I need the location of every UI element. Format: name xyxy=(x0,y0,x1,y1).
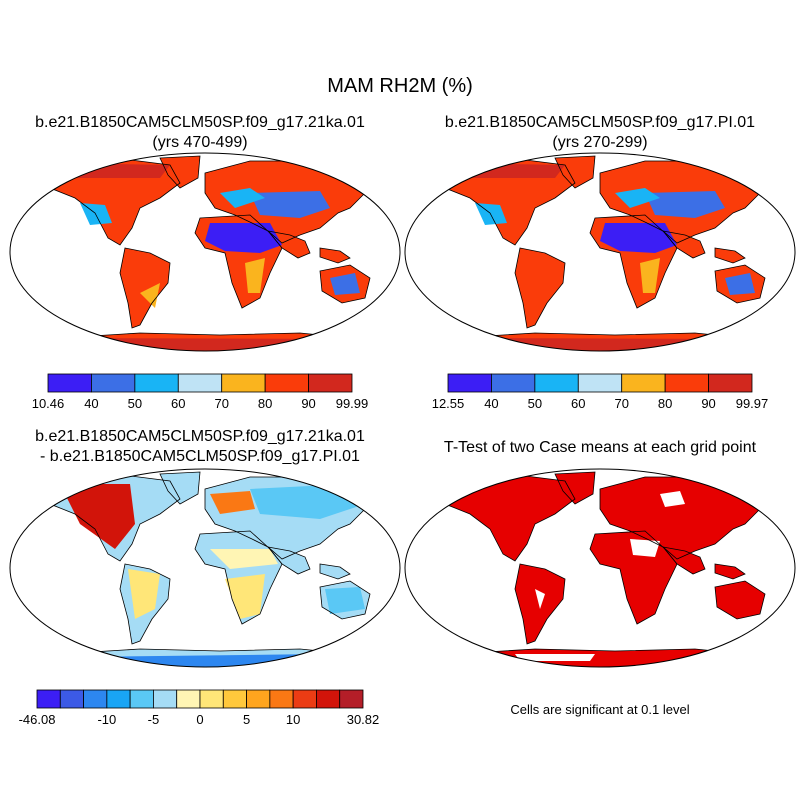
colorbar-swatch xyxy=(199,689,224,709)
colorbar-swatch xyxy=(176,689,201,709)
panel-title-line: (yrs 270-299) xyxy=(552,134,648,151)
colorbar-swatch xyxy=(134,373,179,393)
colorbar-tick-label: 50 xyxy=(528,396,542,411)
colorbar-tick-label: 0 xyxy=(196,712,203,727)
colorbar-swatch xyxy=(36,689,61,709)
colorbar-swatch xyxy=(221,373,266,393)
colorbar-tick-label: 80 xyxy=(258,396,272,411)
colorbar-swatch xyxy=(664,373,709,393)
colorbar-tick-label: 10.46 xyxy=(32,396,65,411)
colorbar-tick-label: 40 xyxy=(84,396,98,411)
colorbar-swatch xyxy=(177,373,223,393)
colorbar-swatch xyxy=(292,689,317,709)
colorbar-tick-label: 50 xyxy=(128,396,142,411)
colorbar-swatch xyxy=(47,373,92,393)
colorbar-tick-label: -5 xyxy=(148,712,160,727)
colorbar-tick-label: 40 xyxy=(484,396,498,411)
panel-title-line: b.e21.B1850CAM5CLM50SP.f09_g17.PI.01 xyxy=(444,114,756,131)
colorbar-tick-label: 90 xyxy=(701,396,715,411)
colorbar-swatch xyxy=(264,373,309,393)
colorbar-swatch xyxy=(708,373,753,393)
map-panel-pi xyxy=(434,155,778,351)
colorbar-swatch xyxy=(339,689,364,709)
colorbar-swatch xyxy=(153,689,178,709)
panel-title-line: - b.e21.B1850CAM5CLM50SP.f09_g17.PI.01 xyxy=(40,448,360,465)
panel-title-pi: b.e21.B1850CAM5CLM50SP.f09_g17.PI.01 (yr… xyxy=(400,113,800,153)
colorbar-difference: -46.08 -10 -5 0 5 10 30.82 xyxy=(19,689,380,727)
panel-title-21ka: b.e21.B1850CAM5CLM50SP.f09_g17.21ka.01 (… xyxy=(0,113,400,153)
colorbar-tick-label: 90 xyxy=(301,396,315,411)
colorbar-swatch xyxy=(447,373,492,393)
colorbar-tick-label: 70 xyxy=(614,396,628,411)
colorbar-swatch xyxy=(577,373,623,393)
panel-title-line: b.e21.B1850CAM5CLM50SP.f09_g17.21ka.01 xyxy=(35,114,365,131)
main-title: MAM RH2M (%) xyxy=(327,75,473,97)
colorbar-swatch xyxy=(83,689,108,709)
colorbar-swatch xyxy=(59,689,84,709)
map-panel-difference xyxy=(39,471,383,667)
colorbar-swatch xyxy=(106,689,131,709)
colorbar-swatch xyxy=(129,689,154,709)
significance-note: Cells are significant at 0.1 level xyxy=(510,702,690,717)
colorbar-tick-label: 99.97 xyxy=(736,396,769,411)
colorbar-swatch xyxy=(316,689,341,709)
colorbar-swatch xyxy=(308,373,353,393)
colorbar-21ka: 10.46 40 50 60 70 80 90 99.99 xyxy=(32,373,369,411)
colorbar-swatch xyxy=(246,689,271,709)
map-panel-21ka xyxy=(39,155,383,351)
colorbar-swatch xyxy=(269,689,294,709)
colorbar-tick-label: 5 xyxy=(243,712,250,727)
colorbar-swatch xyxy=(491,373,536,393)
colorbar-tick-label: 80 xyxy=(658,396,672,411)
panel-title-line: b.e21.B1850CAM5CLM50SP.f09_g17.21ka.01 xyxy=(35,428,365,445)
colorbar-swatch xyxy=(222,689,247,709)
colorbar-swatch xyxy=(91,373,136,393)
colorbar-tick-label: 99.99 xyxy=(336,396,369,411)
colorbar-tick-label: 30.82 xyxy=(347,712,380,727)
panel-title-line: (yrs 470-499) xyxy=(152,134,248,151)
colorbar-tick-label: 10 xyxy=(286,712,300,727)
colorbar-pi: 12.55 40 50 60 70 80 90 99.97 xyxy=(432,373,769,411)
colorbar-tick-label: -10 xyxy=(97,712,116,727)
colorbar-swatch xyxy=(534,373,579,393)
map-panel-significance xyxy=(434,471,778,667)
panel-title-ttest: T-Test of two Case means at each grid po… xyxy=(400,438,800,458)
colorbar-tick-label: 60 xyxy=(571,396,585,411)
colorbar-tick-label: -46.08 xyxy=(19,712,56,727)
colorbar-tick-label: 12.55 xyxy=(432,396,465,411)
colorbar-tick-label: 70 xyxy=(214,396,228,411)
colorbar-tick-label: 60 xyxy=(171,396,185,411)
colorbar-swatch xyxy=(621,373,666,393)
panel-title-line: T-Test of two Case means at each grid po… xyxy=(443,439,757,456)
panel-title-difference: b.e21.B1850CAM5CLM50SP.f09_g17.21ka.01 -… xyxy=(0,427,400,467)
